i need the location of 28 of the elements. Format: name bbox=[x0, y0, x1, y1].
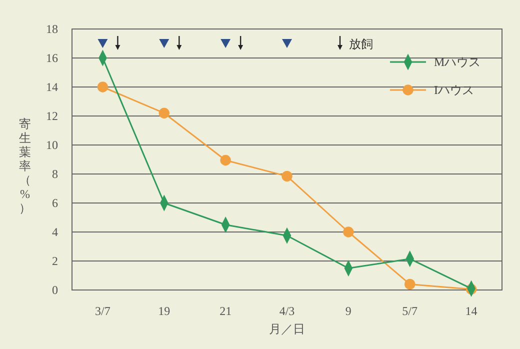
point bbox=[97, 82, 108, 92]
y-tick-label: 14 bbox=[46, 80, 58, 94]
y-tick-label: 8 bbox=[52, 167, 58, 182]
annotation: 放飼 bbox=[349, 37, 373, 52]
point bbox=[343, 226, 354, 238]
x-tick-label: 3/7 bbox=[95, 304, 110, 318]
y-tick-label: 16 bbox=[46, 51, 58, 66]
x-tick-label: 9 bbox=[345, 304, 352, 318]
y-tick-label: 4 bbox=[52, 225, 58, 240]
x-tick-label: 21 bbox=[220, 304, 232, 318]
y-tick-label: 2 bbox=[52, 254, 58, 268]
x-tick-label: 14 bbox=[465, 304, 478, 318]
point bbox=[158, 108, 170, 118]
y-tick-label: 10 bbox=[46, 138, 58, 152]
point bbox=[220, 154, 231, 166]
y-tick-label: 12 bbox=[46, 109, 58, 124]
x-axis-title: 月／日 bbox=[269, 322, 305, 336]
legend-label: Iハウス bbox=[434, 83, 474, 98]
x-tick-label: 19 bbox=[158, 304, 170, 318]
point bbox=[404, 278, 416, 290]
y-tick-label: 6 bbox=[52, 196, 58, 210]
y-axis-title: 寄生葉率（%） bbox=[19, 117, 31, 215]
point bbox=[282, 170, 292, 182]
legend-label: Mハウス bbox=[434, 55, 481, 70]
y-tick-label: 0 bbox=[52, 283, 58, 298]
y-tick-label: 18 bbox=[46, 22, 58, 36]
x-tick-label: 4/3 bbox=[279, 304, 295, 318]
x-tick-label: 5/7 bbox=[402, 304, 418, 318]
